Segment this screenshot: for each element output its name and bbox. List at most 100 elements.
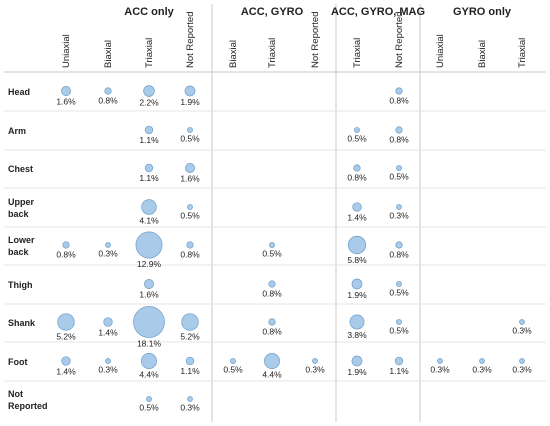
value-label-r5-c2: 1.6%: [139, 290, 159, 300]
bubble-r7-c8: [394, 356, 404, 366]
value-label-r7-c2: 4.4%: [139, 370, 159, 380]
bubble-r3-c3: [187, 204, 193, 210]
value-label-r6-c1: 1.4%: [98, 327, 118, 337]
value-label-r6-c5: 0.8%: [262, 326, 282, 336]
bubble-r7-c1: [105, 358, 111, 364]
bubble-r0-c8: [395, 87, 403, 95]
row-label-upper-back-line-1: Upper: [8, 197, 35, 207]
bubble-r7-c6: [312, 358, 318, 364]
bubble-r4-c2: [135, 231, 163, 259]
bubble-r4-c3: [186, 241, 194, 249]
bubble-r6-c5: [268, 318, 276, 326]
value-label-r1-c8: 0.8%: [389, 134, 409, 144]
value-label-r7-c0: 1.4%: [56, 366, 76, 376]
group-title-acc-gyro-mag: ACC, GYRO, MAG: [331, 6, 425, 18]
bubble-r6-c1: [103, 317, 113, 327]
value-label-r3-c7: 1.4%: [347, 212, 367, 222]
value-label-r6-c11: 0.3%: [512, 326, 532, 336]
column-label-acc-gyro-mag-not-reported: Not Reported: [394, 11, 405, 68]
value-label-r6-c7: 3.8%: [347, 330, 367, 340]
bubble-r6-c7: [349, 314, 365, 330]
value-label-r6-c0: 5.2%: [56, 331, 76, 341]
column-label-acc-gyro-biaxial: Biaxial: [228, 40, 239, 68]
bubble-r8-c2: [146, 396, 152, 402]
value-label-r6-c8: 0.5%: [389, 326, 409, 336]
value-label-r7-c6: 0.3%: [305, 365, 325, 375]
value-label-r7-c3: 1.1%: [180, 366, 200, 376]
bubble-r4-c5: [269, 242, 275, 248]
column-label-gyro-only-biaxial: Biaxial: [477, 40, 488, 68]
group-title-acc-only: ACC only: [124, 6, 174, 18]
value-label-r2-c2: 1.1%: [139, 173, 159, 183]
value-label-r2-c3: 1.6%: [180, 174, 200, 184]
value-label-r4-c5: 0.5%: [262, 249, 282, 259]
row-label-chest: Chest: [8, 164, 33, 174]
value-label-r0-c2: 2.2%: [139, 97, 159, 107]
value-label-r7-c4: 0.5%: [223, 365, 243, 375]
row-label-foot: Foot: [8, 357, 28, 367]
column-label-acc-gyro-not-reported: Not Reported: [310, 11, 321, 68]
value-label-r5-c7: 1.9%: [347, 290, 367, 300]
value-label-r4-c0: 0.8%: [56, 249, 76, 259]
bubble-r2-c8: [396, 165, 402, 171]
row-label-lower-back-line-1: Lower: [8, 235, 35, 245]
column-label-acc-only-biaxial: Biaxial: [103, 40, 114, 68]
bubble-r1-c3: [187, 127, 193, 133]
value-label-r7-c10: 0.3%: [472, 365, 492, 375]
value-label-r7-c8: 1.1%: [389, 366, 409, 376]
value-label-r1-c2: 1.1%: [139, 135, 159, 145]
value-label-r0-c3: 1.9%: [180, 97, 200, 107]
value-label-r7-c5: 4.4%: [262, 370, 282, 380]
bubble-r6-c11: [519, 319, 525, 325]
column-label-acc-only-uniaxial: Uniaxial: [61, 34, 72, 68]
column-label-acc-only-not-reported: Not Reported: [185, 11, 196, 68]
column-label-gyro-only-triaxial: Triaxial: [517, 38, 528, 68]
value-label-r3-c3: 0.5%: [180, 211, 200, 221]
bubble-r6-c3: [181, 313, 199, 331]
value-label-r5-c8: 0.5%: [389, 288, 409, 298]
row-label-not-reported-line-2: Reported: [8, 401, 48, 411]
bubble-r7-c10: [479, 358, 485, 364]
bubble-r0-c2: [143, 85, 155, 97]
bubble-r7-c2: [141, 353, 157, 369]
value-label-r8-c3: 0.3%: [180, 403, 200, 413]
bubble-r7-c4: [230, 358, 236, 364]
bubble-r6-c2: [133, 306, 165, 338]
column-label-acc-gyro-mag-triaxial: Triaxial: [352, 38, 363, 68]
bubble-r7-c5: [264, 353, 280, 369]
row-label-thigh: Thigh: [8, 280, 33, 290]
bubble-r6-c0: [57, 313, 75, 331]
value-label-r4-c7: 5.8%: [347, 255, 367, 265]
value-label-r1-c3: 0.5%: [180, 134, 200, 144]
value-label-r2-c7: 0.8%: [347, 172, 367, 182]
row-label-arm: Arm: [8, 126, 26, 136]
value-label-r7-c11: 0.3%: [512, 365, 532, 375]
value-label-r7-c7: 1.9%: [347, 367, 367, 377]
bubble-r7-c3: [185, 356, 195, 366]
value-label-r4-c3: 0.8%: [180, 249, 200, 259]
value-label-r1-c7: 0.5%: [347, 134, 367, 144]
value-label-r0-c0: 1.6%: [56, 97, 76, 107]
bubble-r8-c3: [187, 396, 193, 402]
column-label-gyro-only-uniaxial: Uniaxial: [435, 34, 446, 68]
row-label-lower-back-line-2: back: [8, 247, 30, 257]
value-label-r4-c8: 0.8%: [389, 249, 409, 259]
row-label-shank: Shank: [8, 318, 36, 328]
bubble-r4-c8: [395, 241, 403, 249]
value-label-r6-c2: 18.1%: [137, 339, 162, 349]
bubble-r7-c9: [437, 358, 443, 364]
bubble-r2-c7: [353, 164, 361, 172]
value-label-r4-c2: 12.9%: [137, 259, 162, 269]
value-label-r8-c2: 0.5%: [139, 403, 159, 413]
bubble-r7-c0: [61, 356, 71, 366]
value-label-r5-c5: 0.8%: [262, 288, 282, 298]
bubble-r4-c0: [62, 241, 70, 249]
value-label-r6-c3: 5.2%: [180, 331, 200, 341]
bubble-r5-c2: [144, 279, 154, 289]
bubble-r1-c7: [354, 127, 360, 133]
bubble-r2-c2: [144, 163, 154, 173]
row-label-head: Head: [8, 87, 30, 97]
bubble-r5-c7: [351, 278, 363, 290]
